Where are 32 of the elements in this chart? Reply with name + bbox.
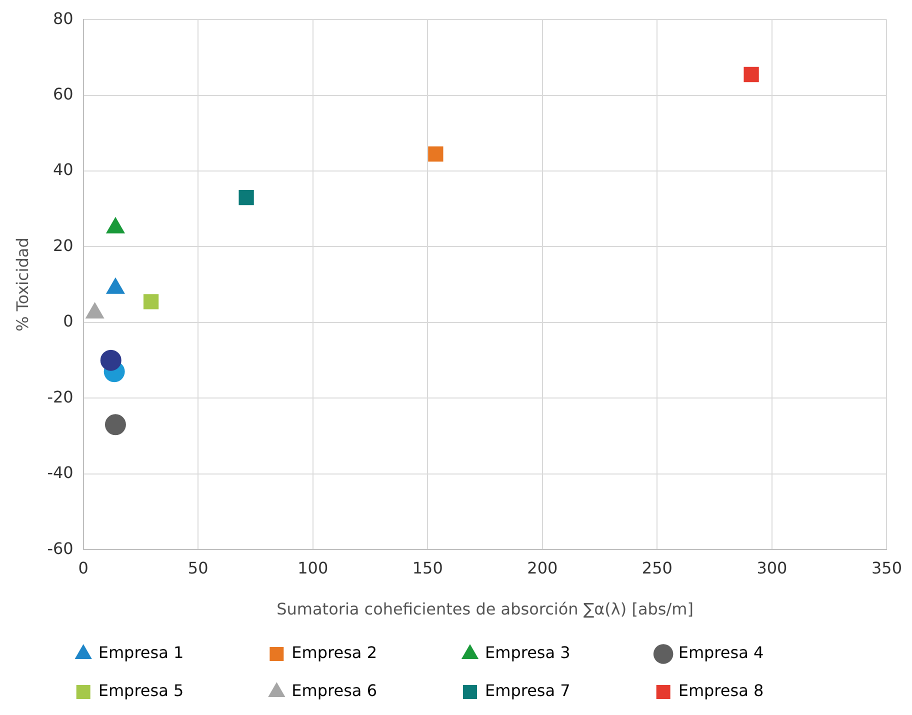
point (744, 66, 759, 82)
x-tick-label: 250 (642, 558, 672, 578)
y-tick-label: -20 (47, 387, 74, 406)
y-tick-label: 80 (52, 8, 74, 28)
x-tick-label: 350 (871, 558, 902, 578)
y-tick-label: 40 (52, 160, 74, 180)
legend-label: Empresa 2 (292, 643, 441, 662)
point (100, 350, 122, 371)
legend-label: Empresa 3 (485, 643, 634, 662)
legend-label: Empresa 4 (678, 643, 828, 662)
legend-label: Empresa 8 (678, 681, 828, 700)
legend-label: Empresa 1 (98, 643, 248, 662)
y-tick-label: -40 (47, 463, 74, 482)
x-axis-title: Sumatoria coheficientes de absorción ∑α(λ) [abs/m] (276, 600, 694, 619)
legend-label: Empresa 5 (98, 681, 248, 700)
x-tick-label: 150 (412, 558, 443, 578)
y-tick-label: -60 (47, 538, 74, 558)
y-tick-label: 60 (52, 84, 74, 104)
point (428, 146, 444, 162)
legend-label: Empresa 6 (292, 681, 441, 700)
x-tick-label: 100 (298, 558, 328, 578)
x-tick-label: 200 (527, 558, 558, 578)
point (238, 190, 254, 206)
y-tick-label: 0 (63, 312, 74, 331)
point (104, 414, 126, 436)
legend-label: Empresa 7 (485, 681, 634, 700)
point (143, 294, 159, 310)
x-tick-label: 0 (78, 558, 88, 578)
x-tick-label: 50 (188, 558, 208, 578)
y-tick-label: 20 (52, 236, 74, 255)
y-axis-title: % Toxicidad (12, 238, 32, 332)
x-tick-label: 300 (756, 558, 788, 578)
